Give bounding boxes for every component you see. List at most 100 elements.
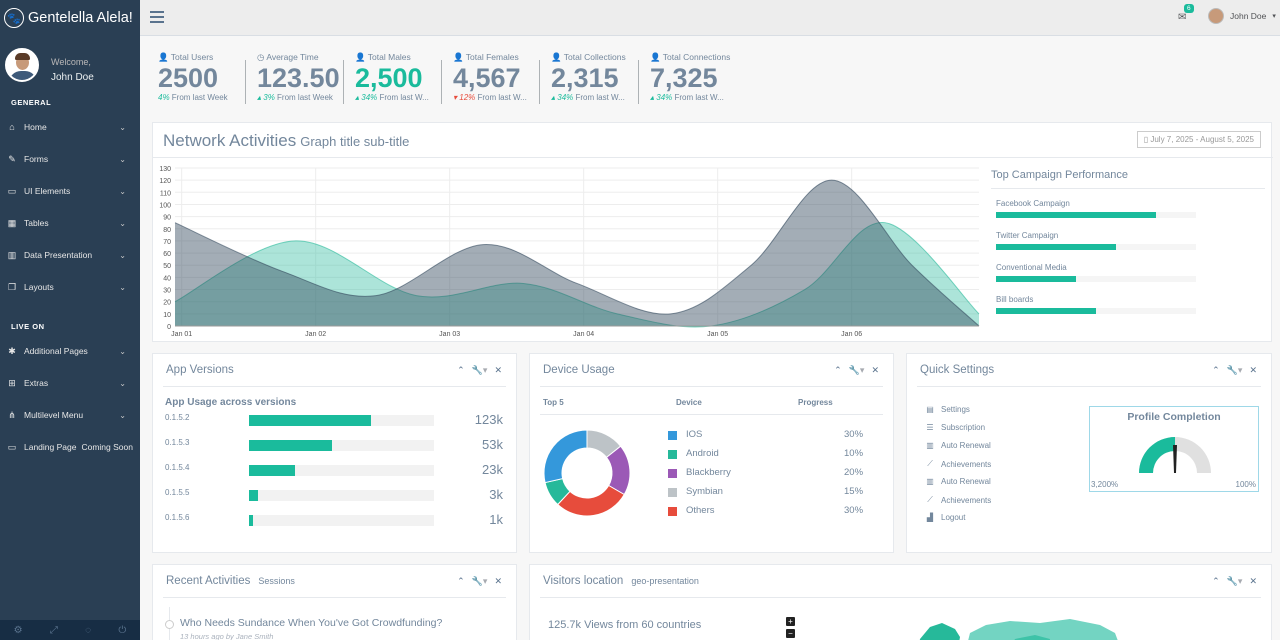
sidebar-item-ui-elements[interactable]: ▭ UI Elements ⌄	[0, 182, 140, 200]
panel-subtitle: Graph title sub-title	[300, 134, 410, 149]
x-tick-label: Jan 05	[707, 331, 728, 338]
sidebar-item-data-presentation[interactable]: ▥ Data Presentation ⌄	[0, 246, 140, 264]
chevron-down-icon: ⌄	[119, 154, 126, 164]
wrench-icon[interactable]: 🔧▾	[1226, 365, 1243, 375]
panel-tools: ⌃ 🔧▾ ✕	[1212, 576, 1257, 587]
activity-title[interactable]: Who Needs Sundance When You've Got Crowd…	[180, 617, 443, 629]
collapse-icon[interactable]: ⌃	[457, 576, 465, 586]
sidebar-item-home[interactable]: ⌂ Home ⌄	[0, 118, 140, 136]
sidebar-item-additional-pages[interactable]: ✱ Additional Pages ⌄	[0, 342, 140, 360]
wrench-icon[interactable]: 🔧▾	[471, 576, 488, 586]
stats-tiles: 👤 Total Users 2500 4% From last Week ◷ A…	[152, 52, 1272, 112]
close-icon[interactable]: ✕	[1249, 576, 1257, 586]
paw-icon: 🐾	[4, 8, 24, 28]
fullscreen-icon[interactable]: ⤢	[49, 624, 58, 636]
collapse-icon[interactable]: ⌃	[1212, 365, 1220, 375]
tile-value: 123.50	[257, 63, 340, 93]
close-icon[interactable]: ✕	[494, 365, 502, 375]
quick-link-auto-renewal-2[interactable]: ▥ Auto Renewal	[926, 477, 991, 486]
tile-label: ◷ Average Time	[257, 52, 319, 62]
mail-badge: 6	[1184, 4, 1194, 13]
panel-title: Recent Activities Sessions	[166, 575, 295, 587]
collapse-icon[interactable]: ⌃	[457, 365, 465, 375]
sidebar-item-tables[interactable]: ▦ Tables ⌄	[0, 214, 140, 232]
user-menu[interactable]: John Doe ▾	[1208, 8, 1276, 24]
close-icon[interactable]: ✕	[1249, 365, 1257, 375]
quick-link-logout[interactable]: ▟ Logout	[926, 513, 966, 522]
collapse-icon[interactable]: ⌃	[834, 365, 842, 375]
date-range-picker[interactable]: ▯ July 7, 2025 - August 5, 2025	[1136, 131, 1261, 148]
bug-icon: ✱	[8, 345, 16, 356]
zoom-in-button[interactable]: +	[786, 617, 795, 626]
brand[interactable]: 🐾 Gentelella Alela!	[0, 0, 140, 36]
user-name: John Doe	[1230, 11, 1267, 21]
quick-link-settings[interactable]: ▤ Settings	[926, 405, 970, 414]
version-bar	[249, 440, 333, 451]
version-row: 0.1.5.4 23k	[165, 462, 503, 477]
tile-footer: ▾ 12% From last W...	[453, 93, 527, 102]
chevron-down-icon: ⌄	[119, 410, 126, 420]
campaign-row: Bill boards	[996, 295, 1196, 314]
tile-footer: ▴ 34% From last W...	[551, 93, 625, 102]
tile-total-users: 👤 Total Users 2500 4% From last Week	[158, 52, 228, 108]
campaign-bar	[996, 276, 1076, 282]
sidebar-item-label: Home	[24, 122, 47, 132]
welcome-text: Welcome,	[51, 57, 91, 67]
top-nav: ✉ 6 John Doe ▾	[140, 0, 1280, 36]
menu-toggle-icon[interactable]	[150, 11, 164, 23]
sidebar-item-label: Additional Pages	[24, 346, 88, 356]
eye-slash-icon[interactable]: ◌	[85, 624, 92, 636]
tile-value: 7,325	[650, 63, 718, 93]
wrench-icon[interactable]: 🔧▾	[471, 365, 488, 375]
campaign-row: Facebook Campaign	[996, 199, 1196, 218]
legend-swatch	[668, 488, 677, 497]
quick-link-achievements[interactable]: ⟋ Achievements	[925, 459, 991, 469]
power-icon[interactable]: ⏻	[118, 624, 127, 636]
mail-icon[interactable]: ✉ 6	[1178, 4, 1194, 23]
close-icon[interactable]: ✕	[871, 365, 879, 375]
sidebar-item-extras[interactable]: ⊞ Extras ⌄	[0, 374, 140, 392]
wrench-icon[interactable]: 🔧▾	[848, 365, 865, 375]
profile-name: John Doe	[51, 72, 94, 83]
gauge-min: 3,200%	[1091, 480, 1119, 489]
sitemap-icon: ⋔	[8, 409, 16, 420]
gear-icon[interactable]: ⚙	[13, 624, 23, 636]
sidebar-item-landing-page[interactable]: ▭ Landing Page Coming Soon	[0, 438, 140, 456]
collapse-icon[interactable]: ⌃	[1212, 576, 1220, 586]
y-tick-label: 60	[163, 251, 171, 258]
tile-footer: ▴ 34% From last W...	[650, 93, 724, 102]
device-row: IOS 30%	[668, 429, 868, 443]
legend-swatch	[668, 507, 677, 516]
wrench-icon[interactable]: 🔧▾	[1226, 576, 1243, 586]
x-tick-label: Jan 01	[171, 331, 192, 338]
y-tick-label: 90	[163, 215, 171, 222]
series-area	[175, 180, 979, 326]
close-icon[interactable]: ✕	[494, 576, 502, 586]
panel-title: Device Usage	[543, 364, 615, 376]
sidebar-item-multilevel-menu[interactable]: ⋔ Multilevel Menu ⌄	[0, 406, 140, 424]
sidebar-item-layouts[interactable]: ❐ Layouts ⌄	[0, 278, 140, 296]
profile-gauge	[1139, 437, 1211, 473]
chevron-down-icon: ⌄	[119, 186, 126, 196]
coming-soon-label: Coming Soon	[81, 442, 133, 452]
panel-tools: ⌃ 🔧▾ ✕	[834, 365, 879, 376]
profile-completion-title: Profile Completion	[1127, 411, 1221, 423]
windows-icon: ⊞	[8, 377, 16, 388]
panel-subtitle: Sessions	[258, 576, 295, 586]
sidebar-item-label: UI Elements	[24, 186, 71, 196]
version-bar	[249, 465, 296, 476]
quick-link-achievements-2[interactable]: ⟋ Achievements	[925, 495, 991, 505]
tile-footer: ▴ 34% From last W...	[355, 93, 429, 102]
panel-tools: ⌃ 🔧▾ ✕	[1212, 365, 1257, 376]
app-usage-subtitle: App Usage across versions	[165, 397, 297, 408]
network-area-chart: 0 10 20 30 40 50 60 70 80 90 100 110 120 130 Jan 01 Jan…	[159, 166, 980, 338]
quick-link-auto-renewal[interactable]: ▥ Auto Renewal	[926, 441, 991, 450]
quick-link-subscription[interactable]: ☰ Subscription	[926, 423, 986, 432]
zoom-out-button[interactable]: −	[786, 629, 795, 638]
avatar	[5, 48, 39, 82]
chevron-down-icon: ⌄	[119, 282, 126, 292]
y-tick-label: 40	[163, 275, 171, 282]
sidebar-item-forms[interactable]: ✎ Forms ⌄	[0, 150, 140, 168]
campaign-bar	[996, 212, 1156, 218]
tile-value: 2,500	[355, 63, 423, 93]
